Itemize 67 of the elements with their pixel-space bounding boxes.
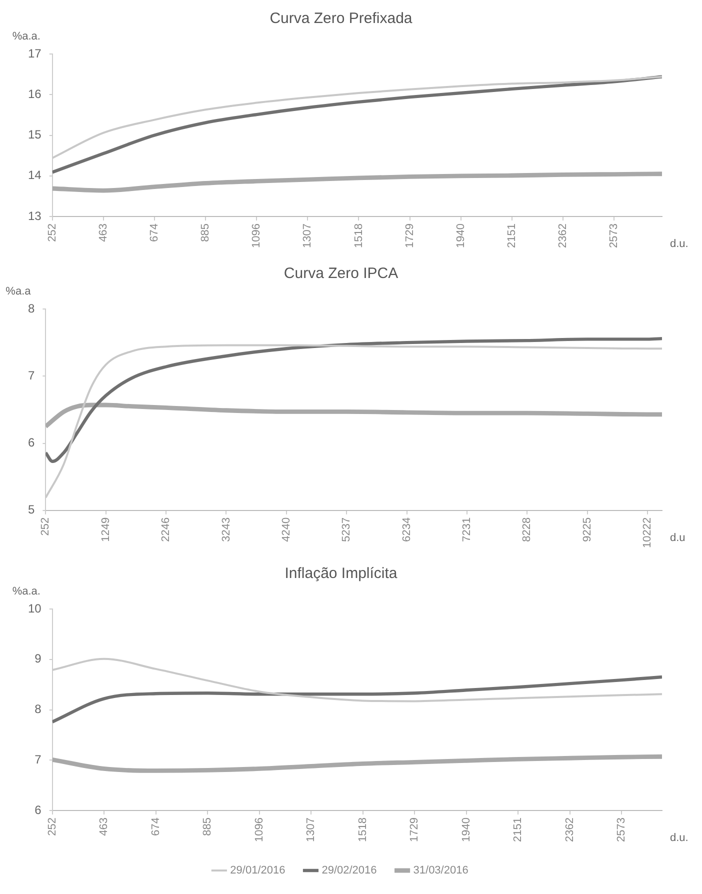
x-tick-label: 2151 [512, 818, 524, 842]
y-tick-label: 10 [28, 601, 42, 616]
x-tick-label: 2362 [564, 818, 576, 842]
x-tick-label: 1307 [302, 224, 314, 248]
line-series [52, 75, 662, 174]
x-axis-title: d.u. [670, 238, 688, 250]
x-tick-label: 463 [97, 224, 110, 242]
y-tick-label: 15 [28, 128, 42, 142]
x-tick-label: 252 [40, 517, 52, 536]
x-tick-label: 1307 [305, 818, 318, 842]
y-tick-label: 8 [28, 301, 35, 316]
x-tick-label: 7231 [460, 517, 473, 542]
x-axis-title: d.u [670, 532, 686, 544]
y-tick-label: 6 [28, 436, 35, 450]
y-axis-title: %a.a [6, 286, 32, 298]
x-tick-label: 2573 [616, 818, 628, 842]
line-series [52, 172, 662, 193]
x-tick-label: 252 [46, 224, 58, 242]
x-tick-label: 2246 [160, 517, 172, 542]
x-tick-label: 252 [46, 818, 58, 836]
x-tick-label: 3243 [220, 517, 232, 542]
x-tick-label: 2362 [557, 224, 570, 248]
x-tick-label: 674 [150, 818, 162, 836]
x-tick-label: 1940 [460, 818, 472, 842]
line-series [52, 675, 662, 724]
y-tick-label: 8 [34, 702, 42, 716]
x-tick-label: 1249 [100, 517, 112, 542]
x-axis-title: d.u. [670, 832, 688, 844]
y-axis-title: %a.a. [12, 30, 40, 43]
x-tick-label: 1518 [352, 224, 365, 248]
x-tick-label: 1729 [408, 818, 421, 842]
chart-title: Curva Zero IPCA [284, 265, 398, 282]
legend-label: 29/01/2016 [230, 864, 286, 877]
legend-label: 29/02/2016 [322, 864, 377, 877]
x-tick-label: 2151 [506, 224, 518, 248]
x-tick-label: 1940 [454, 224, 467, 248]
x-tick-label: 4240 [280, 517, 292, 542]
x-tick-label: 5237 [340, 517, 353, 542]
y-tick-label: 13 [28, 208, 42, 223]
y-tick-label: 16 [28, 86, 42, 101]
y-tick-label: 5 [28, 502, 35, 517]
y-axis-title: %a.a. [12, 586, 40, 598]
x-tick-label: 1518 [356, 818, 369, 842]
x-tick-label: 1096 [253, 818, 266, 842]
x-tick-label: 1729 [404, 224, 416, 248]
line-series [46, 336, 662, 463]
x-tick-label: 9225 [581, 517, 594, 542]
y-tick-label: 6 [34, 802, 42, 817]
line-series [52, 754, 662, 773]
y-tick-label: 14 [28, 168, 42, 182]
y-tick-label: 7 [28, 368, 35, 382]
x-tick-label: 10222 [642, 517, 654, 548]
y-tick-label: 17 [28, 46, 42, 60]
x-tick-label: 2573 [608, 224, 620, 248]
x-tick-label: 885 [200, 224, 212, 242]
x-tick-label: 1096 [250, 224, 263, 248]
chart-title: Curva Zero Prefixada [270, 10, 413, 28]
chart-title: Inflação Implícita [284, 565, 398, 582]
x-tick-label: 463 [98, 818, 110, 836]
x-tick-label: 6234 [400, 517, 413, 542]
y-tick-label: 9 [34, 652, 42, 666]
legend-label: 31/03/2016 [413, 864, 468, 877]
x-tick-label: 885 [202, 818, 214, 836]
x-tick-label: 674 [148, 224, 161, 242]
y-tick-label: 7 [34, 752, 42, 766]
x-tick-label: 8228 [521, 517, 534, 542]
line-series [46, 402, 662, 429]
